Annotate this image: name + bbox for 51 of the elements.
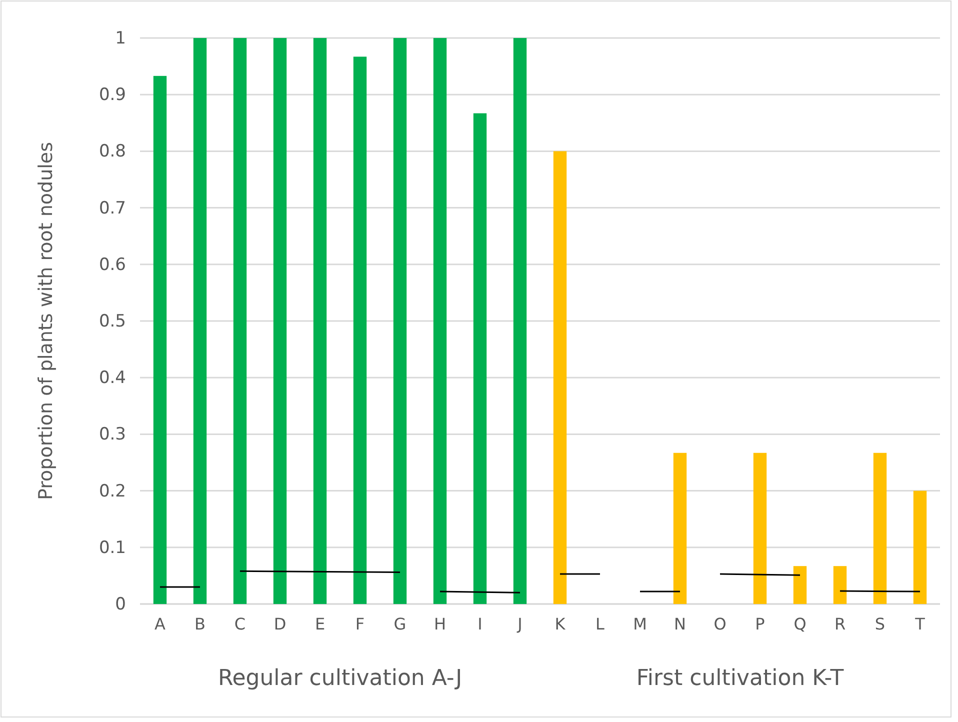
x-tick-label: F (355, 614, 365, 634)
x-tick-label: Q (794, 614, 806, 634)
y-tick-label: 0.1 (98, 538, 126, 558)
bar (153, 76, 167, 604)
x-tick-label: O (714, 614, 726, 634)
x-tick-label: J (516, 614, 522, 634)
x-tick-label: P (755, 614, 766, 634)
y-tick-label: 0.8 (98, 142, 126, 162)
y-tick-label: 1 (115, 28, 126, 48)
x-tick-label: G (394, 614, 406, 634)
x-tick-label: N (674, 614, 686, 634)
y-tick-label: 0.9 (98, 85, 126, 106)
bar (673, 452, 687, 604)
x-tick-label: A (154, 614, 166, 634)
x-tick-label: D (274, 614, 286, 634)
x-tick-label: H (434, 614, 446, 634)
y-tick-label: 0.7 (98, 198, 126, 218)
x-tick-label: E (314, 614, 326, 634)
bar (433, 38, 447, 604)
y-tick-label: 0.2 (98, 481, 126, 502)
x-tick-label: B (194, 614, 206, 634)
text: First cultivation K-T (636, 666, 844, 691)
x-tick-label: S (874, 614, 886, 634)
bar (913, 490, 927, 604)
text: Regular cultivation A-J (218, 666, 462, 691)
bar (233, 38, 247, 604)
y-tick-label: 0.5 (98, 311, 126, 332)
bar (753, 452, 767, 604)
x-tick-label: T (914, 614, 926, 634)
bar (513, 38, 527, 604)
y-tick-label: 0.4 (98, 368, 126, 388)
bar (393, 38, 407, 604)
bar (353, 56, 367, 604)
bar (313, 38, 327, 604)
x-tick-label: L (596, 614, 605, 634)
bar (273, 38, 287, 604)
bar (873, 452, 887, 604)
bar (473, 113, 487, 604)
bar (833, 566, 847, 604)
bar (793, 566, 807, 604)
x-tick-label: I (478, 614, 482, 634)
y-tick-label: 0.3 (98, 424, 126, 445)
x-tick-label: R (834, 614, 846, 634)
x-tick-label: K (554, 614, 566, 634)
y-tick-label: 0.6 (98, 254, 126, 275)
bar (553, 151, 567, 604)
x-tick-label: M (633, 614, 647, 634)
bar (193, 38, 207, 604)
y-tick-label: 0 (115, 594, 126, 614)
y-axis-title: Proportion of plants with root nodules (35, 142, 57, 500)
x-tick-label: C (234, 614, 246, 634)
